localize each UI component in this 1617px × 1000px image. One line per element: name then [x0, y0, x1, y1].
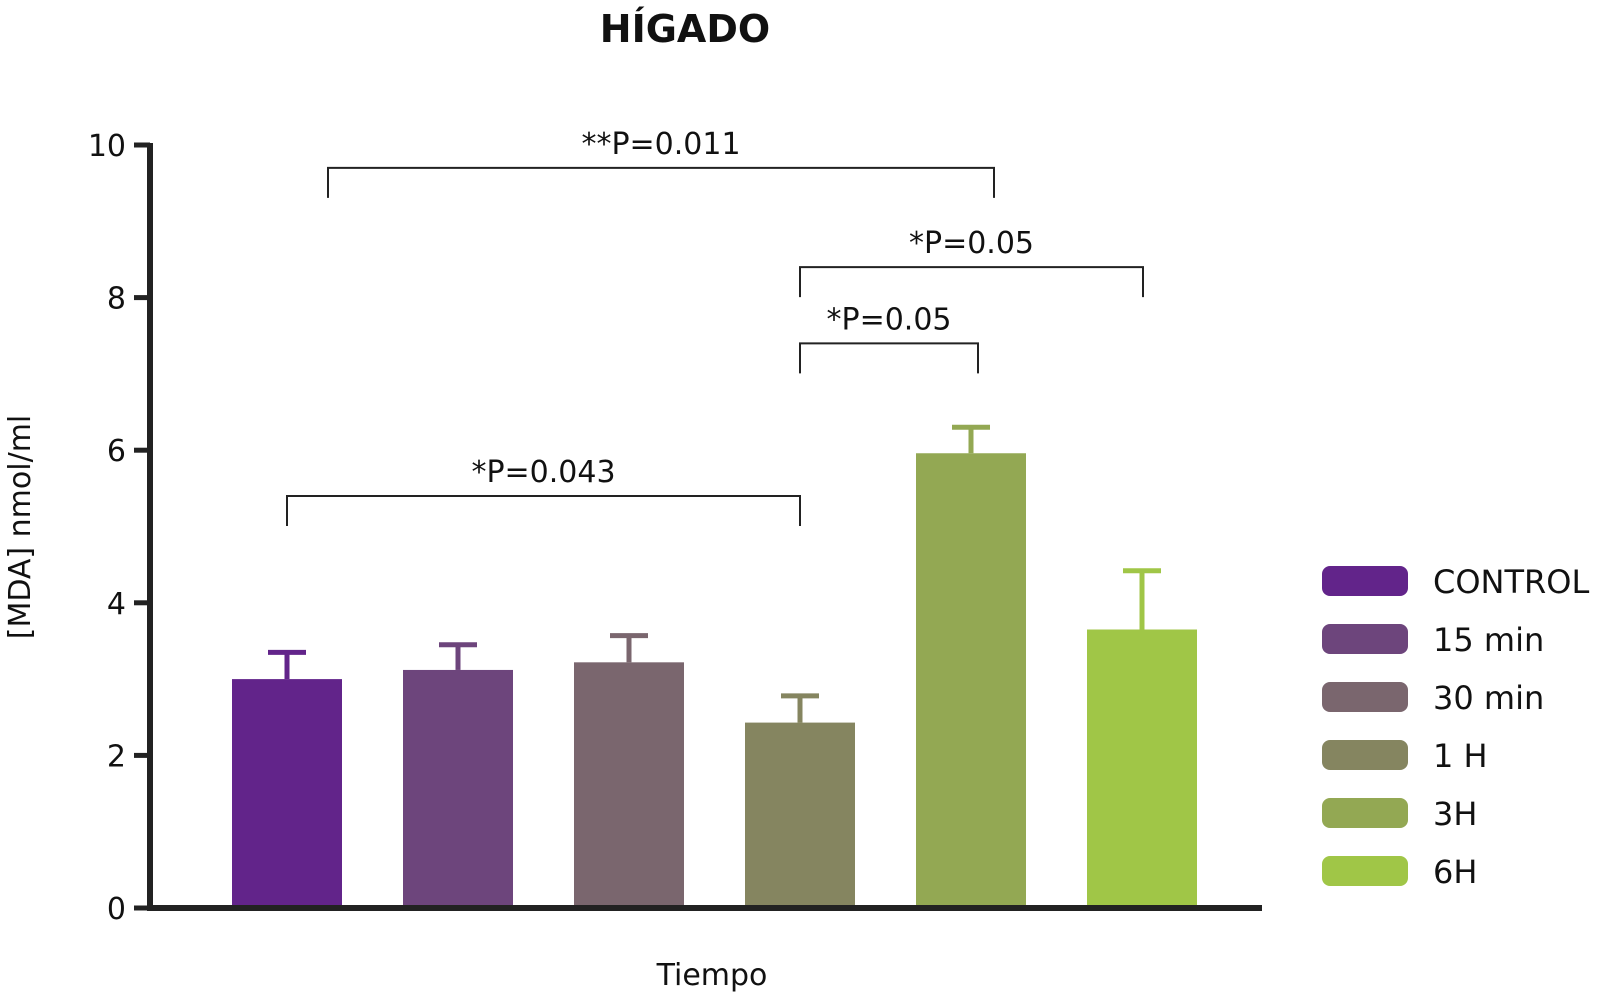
y-tick-label: 2: [107, 739, 126, 774]
y-tick-label: 6: [107, 434, 126, 469]
bar: [403, 669, 513, 908]
axes: [147, 143, 1262, 911]
bar: [745, 722, 855, 908]
legend-label: 30 min: [1433, 679, 1544, 717]
legend-swatch: [1322, 740, 1408, 770]
bar: [916, 453, 1026, 908]
legend-swatch: [1322, 682, 1408, 712]
chart-title: HÍGADO: [600, 7, 770, 51]
bar: [574, 662, 684, 908]
bar: [232, 679, 342, 908]
legend-label: 15 min: [1433, 621, 1544, 659]
significance-label: *P=0.05: [826, 302, 951, 337]
x-axis-label: Tiempo: [656, 958, 768, 993]
legend-swatch: [1322, 566, 1408, 596]
error-bars: [268, 424, 1161, 723]
significance-bracket: [286, 494, 801, 526]
legend-swatch: [1322, 856, 1408, 886]
significance-bracket: [799, 266, 1144, 298]
y-tick-label: 4: [107, 587, 126, 622]
legend-label: CONTROL: [1433, 563, 1589, 601]
y-axis-label: [MDA] nmol/ml: [3, 415, 38, 640]
bar: [1087, 629, 1197, 908]
significance-label: *P=0.05: [909, 226, 1034, 261]
bars: [232, 453, 1197, 908]
significance-bracket: [327, 166, 995, 198]
y-tick-label: 8: [107, 282, 126, 317]
significance-label: *P=0.043: [471, 455, 615, 490]
legend-label: 3H: [1433, 795, 1477, 833]
legend-label: 6H: [1433, 853, 1477, 891]
legend: CONTROL 15 min 30 min 1 H 3H 6H: [1322, 563, 1589, 891]
legend-label: 1 H: [1433, 737, 1488, 775]
significance-bracket: [799, 342, 979, 374]
legend-swatch: [1322, 624, 1408, 654]
y-tick-label: 0: [107, 892, 126, 927]
y-axis-ticks: 0 2 4 6 8 10: [88, 129, 150, 927]
significance-annotations: **P=0.011 *P=0.05 *P=0.05 *P=0.043: [286, 127, 1144, 526]
legend-swatch: [1322, 798, 1408, 828]
significance-label: **P=0.011: [581, 127, 740, 162]
y-tick-label: 10: [88, 129, 126, 164]
